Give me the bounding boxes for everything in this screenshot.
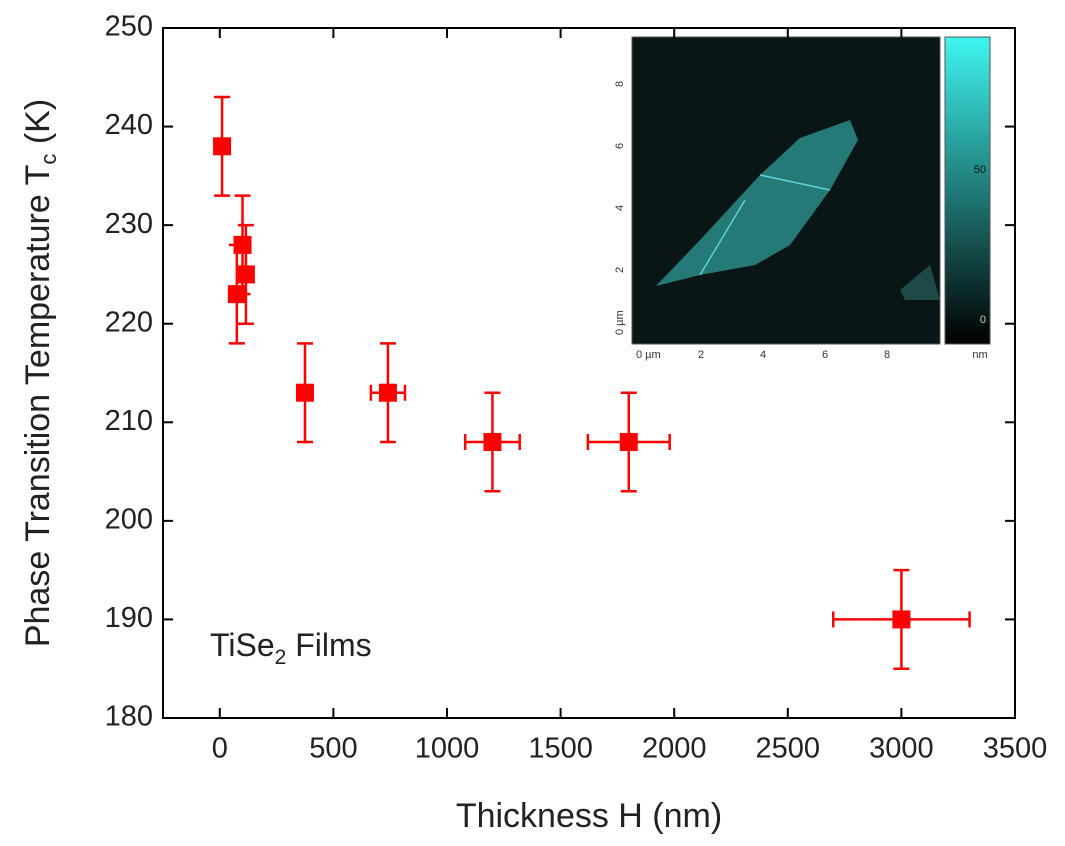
y-tick-label: 230 (105, 208, 153, 240)
inset-x-label: 0 µm (636, 349, 661, 361)
point (378, 383, 397, 402)
point (236, 265, 255, 284)
y-tick-label: 250 (105, 11, 153, 43)
x-tick-label: 2500 (756, 733, 821, 765)
inset-x-label: 6 (822, 349, 828, 361)
colorbar-unit: nm (972, 349, 987, 361)
y-label-sub: c (36, 154, 61, 165)
point (213, 137, 232, 156)
point (233, 235, 252, 254)
point (296, 383, 314, 402)
inset-y-label: 4 (614, 205, 626, 211)
y-label-unit: (K) (19, 99, 57, 154)
annotation-main: TiSe (210, 627, 275, 663)
inset-y-label: 2 (614, 267, 626, 273)
point (483, 433, 502, 451)
y-tick-label: 190 (105, 602, 153, 634)
x-tick-label: 500 (309, 733, 357, 765)
inset-x-label: 2 (698, 349, 704, 361)
x-tick-label: 0 (212, 733, 228, 765)
x-tick-label: 1500 (528, 733, 593, 765)
colorbar-label: 50 (974, 164, 986, 176)
y-label-main: Phase Transition Temperature T (19, 165, 57, 648)
annotation-rest: Films (286, 627, 371, 663)
inset-y-label: 0 µm (614, 310, 626, 335)
x-tick-label: 3000 (869, 733, 934, 765)
y-tick-label: 240 (105, 109, 153, 141)
inset-x-label: 4 (760, 349, 766, 361)
point (892, 610, 911, 629)
annotation: TiSe2 Films (210, 627, 372, 668)
y-axis-label: Phase Transition Temperature Tc (K) (19, 99, 61, 647)
plot-frame (162, 27, 1016, 719)
annotation-sub: 2 (275, 646, 287, 669)
inset-y-label: 8 (614, 81, 626, 87)
inset-x-label: 8 (884, 349, 890, 361)
y-tick-label: 220 (105, 306, 153, 338)
x-tick-label: 1000 (415, 733, 480, 765)
inset-y-label: 6 (614, 143, 626, 149)
x-tick-label: 3500 (983, 733, 1048, 765)
inset-image (631, 36, 991, 345)
x-tick-label: 2000 (642, 733, 707, 765)
y-tick-label: 180 (105, 701, 153, 733)
point (619, 433, 638, 451)
y-tick-label: 200 (105, 504, 153, 536)
x-axis-label: Thickness H (nm) (456, 797, 722, 835)
y-tick-label: 210 (105, 405, 153, 437)
colorbar-label: 0 (980, 314, 986, 326)
